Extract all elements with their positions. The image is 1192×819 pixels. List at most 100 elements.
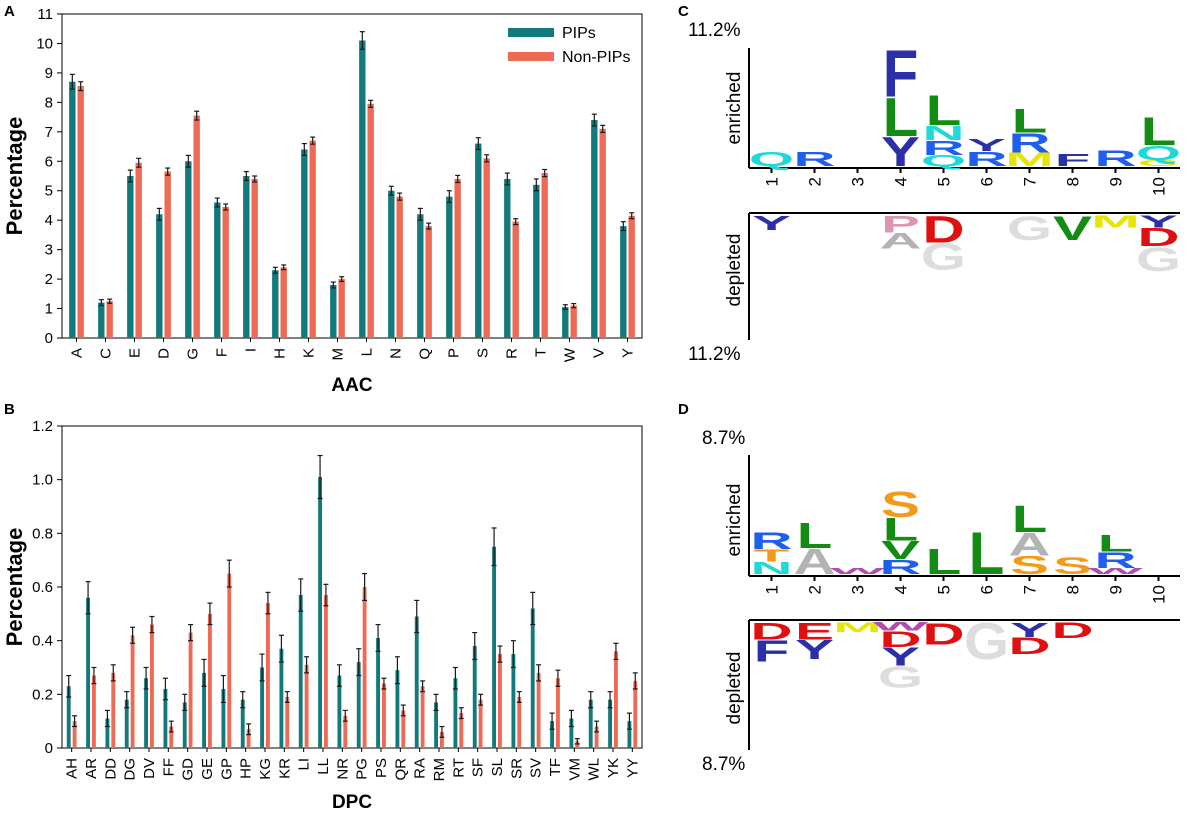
nonpips-bar (536, 672, 541, 748)
logo-letter-glyph: V (1053, 210, 1092, 248)
logo-letter-Y: Y (1010, 618, 1049, 641)
logo-letter-glyph: E (795, 618, 834, 645)
error-bar (85, 581, 91, 615)
nonpips-bar (304, 664, 309, 748)
error-bar (98, 299, 104, 307)
logo-letter-glyph: Y (795, 634, 834, 665)
y-tick-label: 0.2 (32, 686, 53, 703)
y-tick-label: 0.8 (32, 525, 53, 542)
error-bar (168, 720, 174, 733)
pips-bar (591, 120, 598, 338)
error-bar (530, 591, 536, 626)
error-bar (632, 672, 638, 690)
error-bar (124, 691, 130, 709)
logo-letter-D: D (922, 209, 964, 251)
error-bar (439, 725, 445, 738)
nonpips-bar (541, 173, 548, 338)
logo-letter-glyph: F (883, 37, 919, 112)
position-label: 2 (806, 585, 825, 594)
position-label: 10 (1150, 585, 1169, 604)
pips-bar (127, 176, 134, 338)
logo-letter-L: L (969, 519, 1005, 587)
logo-letter-glyph: A (879, 229, 921, 254)
logo-letter-glyph: R (750, 528, 792, 555)
error-bar (278, 634, 284, 663)
panel-d: D 8.7% 8.7% enriched depleted 1 2 3 4 5 6 7 8 9 1… (678, 401, 1180, 775)
error-bar (72, 715, 78, 728)
error-bar (420, 680, 426, 693)
x-tick-label: AH (64, 758, 81, 779)
logo-letter-S: S (881, 485, 920, 525)
panel-a: A 0 1 2 3 4 5 6 7 8 9 10 11 A C E D G F I H K M L N Q P S R T W V Y Pe… (2, 3, 643, 396)
panel-a-legend: PIPs Non-PIPs (508, 25, 630, 66)
logo-letter-V: V (881, 536, 920, 565)
nonpips-bar (367, 103, 374, 338)
pips-bar (221, 688, 226, 748)
error-bar (165, 167, 171, 176)
error-bar (78, 81, 84, 92)
position-label: 5 (935, 585, 954, 594)
error-bar (574, 738, 580, 745)
pips-bar (86, 597, 90, 748)
logo-letter-D: D (922, 616, 964, 651)
error-bar (510, 640, 516, 669)
error-bar (226, 559, 232, 588)
pips-bar (569, 718, 574, 748)
error-bar (310, 136, 316, 145)
position-label: 9 (1107, 585, 1126, 594)
x-tick-label: QR (392, 758, 409, 781)
logo-letter-glyph: Y (752, 211, 791, 234)
logo-letter-glyph: W (830, 566, 886, 576)
logo-letter-glyph: D (750, 618, 792, 645)
logo-letter-glyph: R (1094, 548, 1136, 573)
error-bar (620, 221, 626, 232)
error-bar (188, 623, 194, 642)
nonpips-bar (362, 587, 367, 748)
nonpips-bar (72, 721, 77, 748)
logo-letter-glyph: M (1005, 149, 1053, 170)
logo-letter-glyph: Q (1136, 141, 1181, 164)
logo-letter-L: L (883, 88, 919, 149)
panel-c-top-scale: 11.2% (688, 20, 741, 41)
panel-c: C 11.2% 11.2% enriched depleted 1 2 3 4 5 6 7 8… (678, 3, 1181, 365)
x-tick-label: E (127, 348, 144, 358)
logo-letter-glyph: S (1010, 550, 1049, 579)
error-bar (452, 666, 458, 690)
error-bar (66, 674, 72, 698)
x-tick-label: C (98, 348, 115, 359)
panel-a-label: A (4, 3, 15, 20)
logo-letter-glyph: R (793, 148, 835, 171)
panel-d-label: D (678, 401, 689, 418)
error-bar (414, 599, 420, 634)
x-tick-label: DG (122, 758, 139, 781)
nonpips-bar (396, 196, 403, 338)
logo-letter-Y: Y (881, 642, 920, 671)
panel-d-top-scale: 8.7% (702, 428, 745, 449)
logo-letter-F: F (1055, 151, 1091, 170)
error-bar (472, 632, 478, 661)
error-bar (301, 143, 307, 156)
position-label: 10 (1150, 177, 1169, 196)
x-tick-label: N (388, 348, 405, 359)
nonpips-bar (599, 128, 606, 338)
error-bar (91, 666, 97, 685)
error-bar (397, 192, 403, 201)
nonpips-bar (77, 86, 84, 338)
logo-letter-glyph: Y (881, 128, 920, 175)
panel-a-y-axis: 0 1 2 3 4 5 6 7 8 9 10 11 (36, 6, 62, 347)
logo-letter-glyph: D (1008, 633, 1050, 660)
panel-a-xlabel: AAC (331, 375, 372, 396)
error-bar (542, 168, 548, 178)
y-tick-label: 7 (45, 124, 53, 141)
error-bar (107, 298, 113, 304)
logo-letter-R: R (922, 136, 964, 159)
logo-letter-glyph: Y (1139, 212, 1178, 231)
logo-letter-W: W (873, 620, 928, 633)
logo-letter-L: L (1098, 531, 1134, 558)
logo-letter-glyph: L (797, 516, 833, 556)
error-bar (562, 304, 568, 311)
logo-letter-E: E (795, 618, 834, 645)
